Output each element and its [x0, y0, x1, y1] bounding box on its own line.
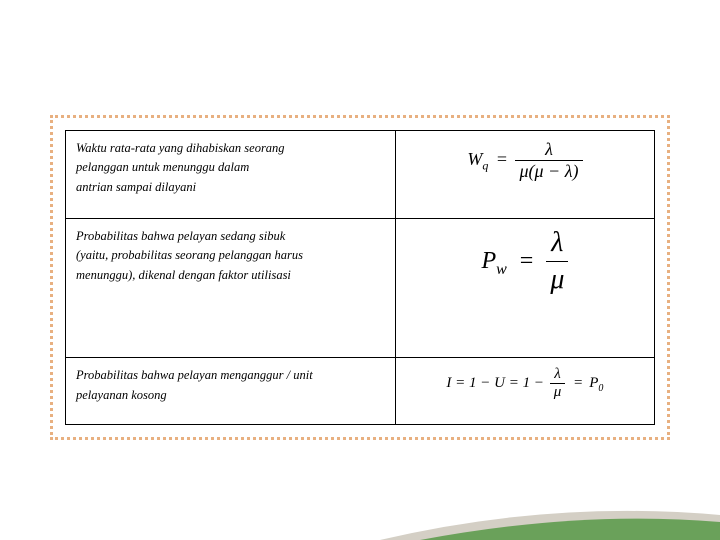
formula-cell: Pw = λ μ — [395, 218, 654, 357]
desc-text: antrian sampai dilayani — [76, 180, 196, 194]
table-row: Probabilitas bahwa pelayan menganggur / … — [66, 358, 655, 425]
desc-text: Probabilitas bahwa pelayan menganggur / … — [76, 368, 313, 382]
formula-table: Waktu rata-rata yang dihabiskan seorang … — [65, 130, 655, 425]
var: P — [481, 248, 496, 274]
formula-cell: Wq = λ μ(μ − λ) — [395, 131, 654, 219]
decorative-swoosh — [0, 480, 720, 540]
formula-idle: I = 1 − U = 1 − λ μ = P0 — [446, 375, 603, 391]
desc-text: pelayanan kosong — [76, 388, 167, 402]
description-cell: Probabilitas bahwa pelayan menganggur / … — [66, 358, 396, 425]
desc-text: Waktu rata-rata yang dihabiskan seorang — [76, 141, 285, 155]
formula-wq: Wq = λ μ(μ − λ) — [467, 149, 582, 169]
desc-text: Probabilitas bahwa pelayan sedang sibuk — [76, 229, 285, 243]
table-row: Waktu rata-rata yang dihabiskan seorang … — [66, 131, 655, 219]
subscript: q — [482, 158, 488, 172]
equals: = — [571, 375, 585, 391]
numerator: λ — [515, 139, 582, 160]
desc-text: (yaitu, probabilitas seorang pelanggan h… — [76, 248, 303, 262]
desc-text: menunggu), dikenal dengan faktor utilisa… — [76, 268, 291, 282]
var: W — [467, 149, 482, 169]
fraction: λ μ — [550, 366, 566, 401]
subscript: 0 — [598, 383, 603, 394]
denominator: μ — [550, 383, 566, 401]
fraction: λ μ — [546, 227, 568, 296]
equals: = — [514, 248, 540, 274]
denominator: μ — [546, 261, 568, 296]
formula-pw: Pw = λ μ — [481, 244, 568, 275]
numerator: λ — [550, 366, 566, 383]
denominator: μ(μ − λ) — [515, 160, 582, 182]
subscript: w — [496, 261, 507, 278]
prefix: I = 1 − U = 1 − — [446, 375, 544, 391]
description-cell: Probabilitas bahwa pelayan sedang sibuk … — [66, 218, 396, 357]
table-row: Probabilitas bahwa pelayan sedang sibuk … — [66, 218, 655, 357]
equals: = — [493, 149, 511, 169]
desc-text: pelanggan untuk menunggu dalam — [76, 160, 249, 174]
fraction: λ μ(μ − λ) — [515, 139, 582, 182]
dotted-frame: Waktu rata-rata yang dihabiskan seorang … — [50, 115, 670, 440]
numerator: λ — [546, 227, 568, 261]
description-cell: Waktu rata-rata yang dihabiskan seorang … — [66, 131, 396, 219]
formula-cell: I = 1 − U = 1 − λ μ = P0 — [395, 358, 654, 425]
